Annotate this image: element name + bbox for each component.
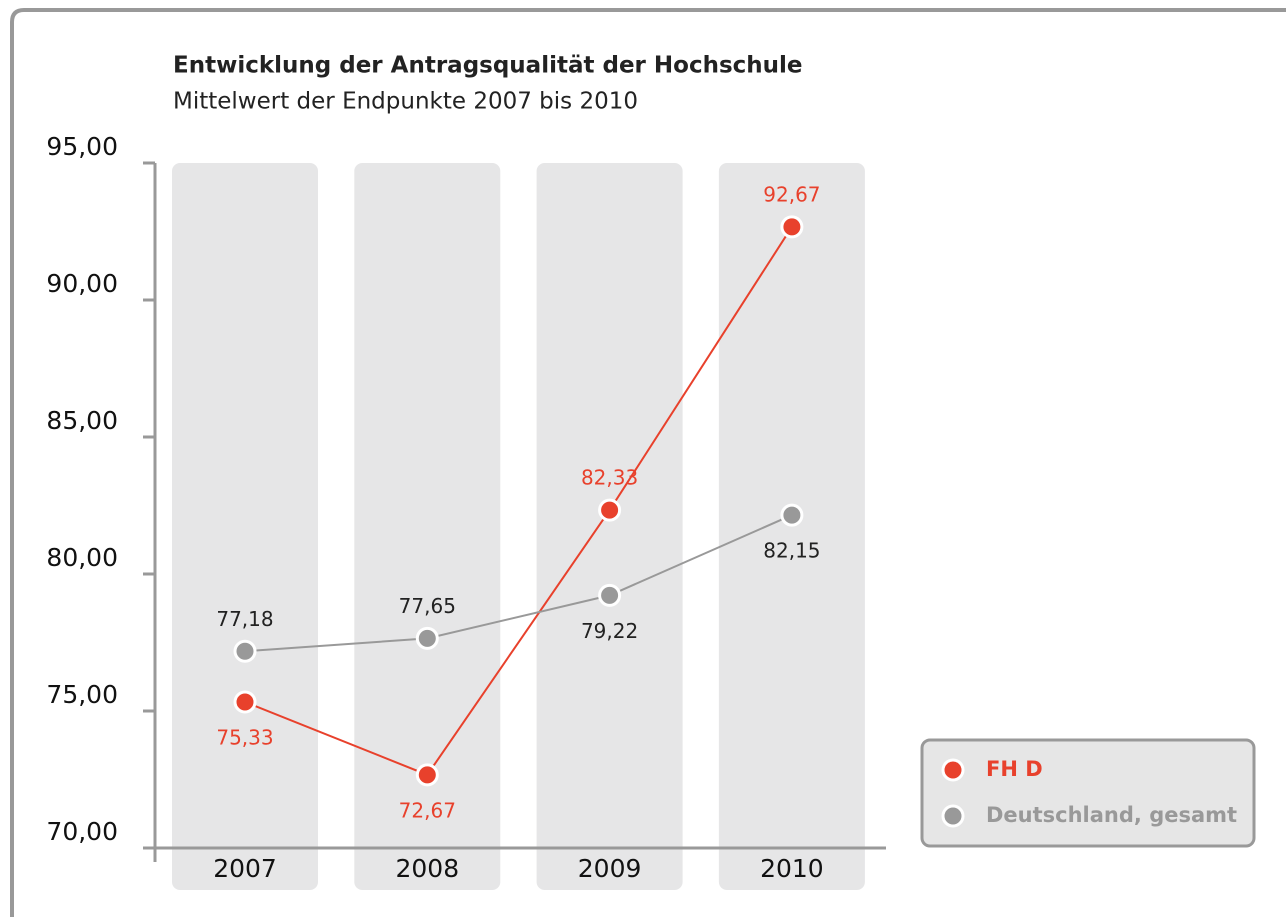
point: [780, 215, 804, 239]
y-tick-label: 75,00: [46, 680, 118, 709]
data-label: 79,22: [581, 619, 638, 643]
x-tick-label: 2008: [395, 854, 459, 883]
legend-marker: [941, 758, 965, 782]
data-label: 92,67: [763, 182, 820, 206]
y-tick-label: 85,00: [46, 406, 118, 435]
point: [415, 626, 439, 650]
data-label: 77,65: [399, 594, 456, 618]
x-tick-label: 2009: [578, 854, 642, 883]
data-label: 75,33: [216, 725, 273, 749]
y-tick-label: 70,00: [46, 817, 118, 846]
point: [233, 639, 257, 663]
data-label: 82,33: [581, 466, 638, 490]
column-band: [172, 163, 318, 890]
legend: [920, 738, 1256, 848]
point: [233, 690, 257, 714]
series-line: [244, 514, 793, 653]
legend-marker: [941, 804, 965, 828]
legend-label: FH D: [986, 757, 1043, 781]
chart-subtitle: Mittelwert der Endpunkte 2007 bis 2010: [173, 89, 638, 115]
series-line: [244, 226, 793, 777]
data-label: 77,18: [216, 607, 273, 631]
x-tick-label: 2010: [760, 854, 824, 883]
point: [780, 503, 804, 527]
chart-title: Entwicklung der Antragsqualität der Hoch…: [173, 53, 803, 79]
bands: [172, 163, 865, 890]
y-tick-label: 95,00: [46, 132, 118, 161]
y-tick-label: 90,00: [46, 269, 118, 298]
column-band: [536, 163, 683, 890]
point: [598, 498, 622, 522]
frame: [10, 8, 1286, 917]
column-band: [354, 163, 501, 890]
data-label: 82,15: [763, 539, 820, 563]
point: [598, 583, 622, 607]
legend-label: Deutschland, gesamt: [986, 803, 1237, 827]
y-tick-label: 80,00: [46, 543, 118, 572]
data-label: 72,67: [399, 798, 456, 822]
x-tick-label: 2007: [213, 854, 277, 883]
point: [415, 763, 439, 787]
